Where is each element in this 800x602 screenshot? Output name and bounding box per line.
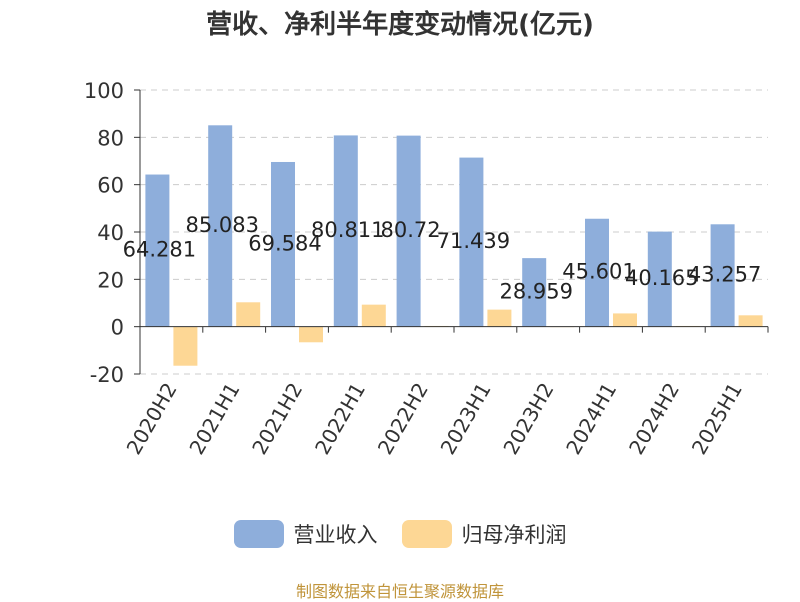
x-tick-label: 2024H1 (561, 379, 621, 459)
bar-net-profit (361, 304, 386, 327)
bar-revenue (647, 231, 672, 327)
legend-item-revenue[interactable]: 营业收入 (233, 519, 378, 549)
bar-net-profit (613, 313, 637, 327)
y-tick-label: 40 (97, 221, 124, 245)
bar-net-profit (299, 326, 323, 343)
y-tick-label: 0 (111, 316, 124, 340)
y-tick-label: 100 (84, 79, 124, 103)
y-tick-label: 80 (97, 126, 124, 150)
data-label-revenue: 40.165 (625, 266, 698, 290)
chart-title: 营收、净利半年度变动情况(亿元) (206, 10, 594, 40)
legend-swatch-net-profit (401, 520, 452, 548)
x-tick-label: 2022H2 (373, 379, 433, 459)
data-label-revenue: 28.959 (499, 279, 572, 303)
x-tick-label: 2022H1 (310, 379, 370, 459)
x-tick-label: 2025H1 (687, 379, 747, 459)
x-tick-label: 2021H2 (247, 379, 307, 459)
data-label-revenue: 69.584 (248, 231, 321, 255)
y-tick-label: 20 (97, 268, 124, 292)
source-note: 制图数据来自恒生聚源数据库 (295, 582, 504, 601)
x-tick-label: 2021H1 (184, 379, 244, 459)
legend-swatch-revenue (233, 520, 284, 548)
x-tick-label: 2024H2 (624, 379, 684, 459)
data-label-revenue: 80.811 (311, 218, 384, 242)
bar-revenue (585, 218, 609, 327)
bar-net-profit (236, 302, 261, 327)
bar-revenue (396, 135, 421, 327)
data-label-revenue: 85.083 (185, 213, 258, 237)
y-tick-label: -20 (90, 363, 124, 387)
bar-net-profit (738, 315, 763, 327)
data-label-revenue: 80.72 (381, 218, 441, 242)
data-label-revenue: 64.281 (123, 238, 196, 262)
bar-net-profit (173, 326, 198, 366)
bar-revenue (145, 174, 170, 327)
bar-revenue (522, 258, 547, 327)
bar-revenue (333, 135, 358, 327)
bar-revenue (710, 224, 735, 327)
bar-revenue (271, 161, 295, 327)
legend-label-net-profit: 归母净利润 (461, 523, 567, 547)
x-tick-label: 2020H2 (122, 379, 182, 459)
bar-revenue (459, 157, 484, 327)
data-label-revenue: 43.257 (688, 262, 761, 286)
x-tick-label: 2023H2 (498, 379, 558, 459)
bar-revenue (208, 125, 233, 327)
legend-item-net-profit[interactable]: 归母净利润 (401, 519, 567, 549)
legend-label-revenue: 营业收入 (293, 523, 378, 547)
data-label-revenue: 45.601 (562, 260, 635, 284)
y-tick-label: 60 (97, 174, 124, 198)
bar-net-profit (487, 309, 512, 327)
x-tick-label: 2023H1 (436, 379, 496, 459)
legend: 营业收入 归母净利润 (0, 519, 800, 549)
data-label-revenue: 71.439 (437, 229, 510, 253)
